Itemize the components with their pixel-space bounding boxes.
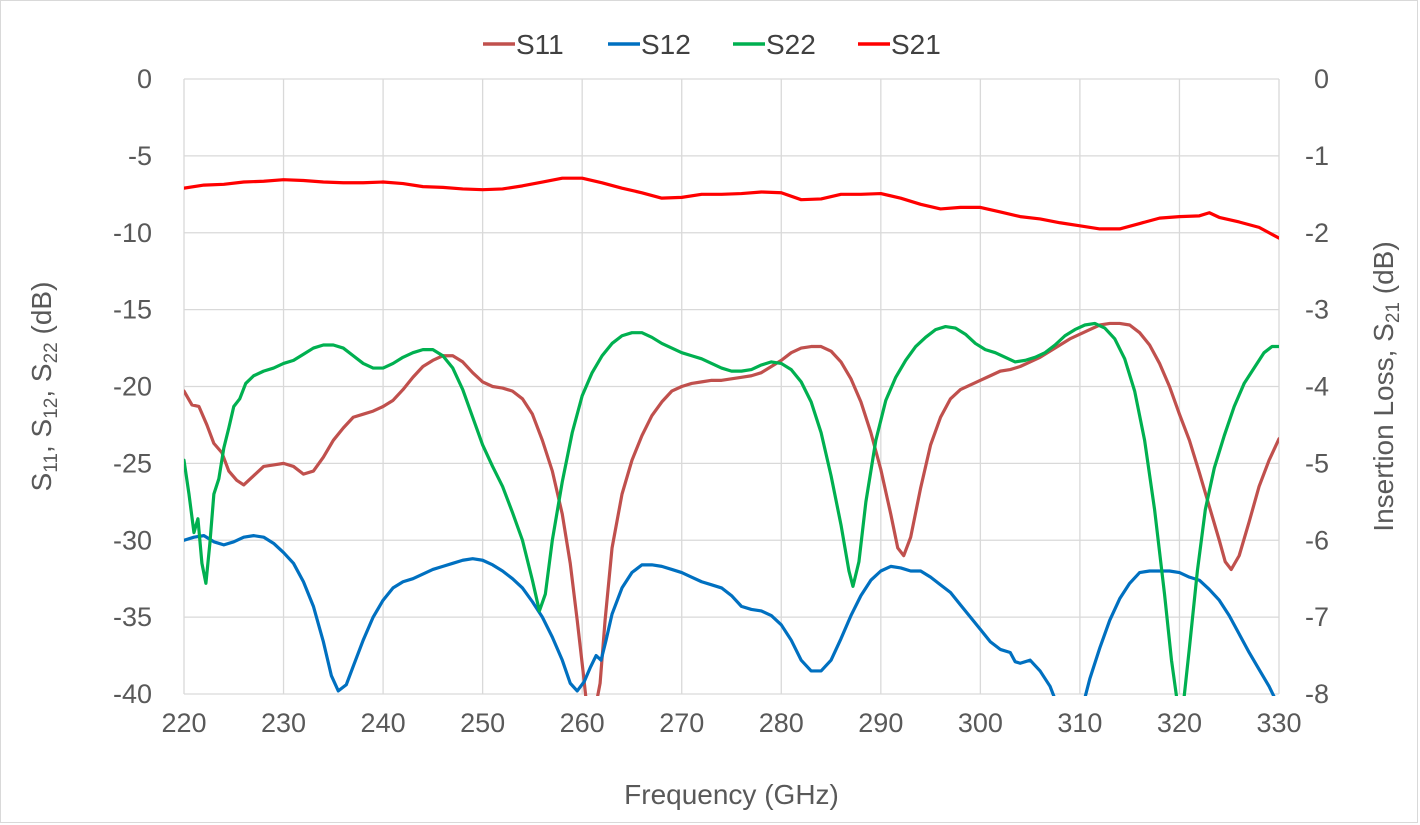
y-left-tick-label: -30	[113, 525, 152, 555]
legend-label-s21: S21	[891, 29, 941, 60]
series-line-s21	[184, 176, 1279, 240]
y-right-axis-title: Insertion Loss, S21 (dB)	[1368, 241, 1404, 531]
y-right-tick-label: -7	[1305, 602, 1329, 632]
legend-label-s12: S12	[641, 29, 691, 60]
y-right-tick-label: 0	[1314, 64, 1329, 94]
y-left-tick-label: -10	[113, 218, 152, 248]
y-left-tick-label: -35	[113, 602, 152, 632]
x-tick-label: 230	[261, 708, 306, 738]
x-tick-label: 250	[460, 708, 505, 738]
y-left-tick-label: -5	[128, 141, 152, 171]
legend: S11 S12 S22 S21	[483, 29, 941, 60]
series-line-s12	[184, 534, 1276, 696]
x-tick-label: 280	[759, 708, 804, 738]
x-tick-label: 310	[1057, 708, 1102, 738]
y-left-tick-label: 0	[137, 64, 152, 94]
series-line-s22	[184, 321, 1279, 696]
axes: 220 230 240 250 260 270 280 290 300 310 320 330 0 -5 -…	[113, 64, 1329, 738]
x-tick-label: 320	[1157, 708, 1202, 738]
y-right-tick-label: -6	[1305, 525, 1329, 555]
y-right-tick-label: -8	[1305, 679, 1329, 709]
legend-label-s22: S22	[766, 29, 816, 60]
y-right-tick-label: -2	[1305, 218, 1329, 248]
y-right-tick-label: -1	[1305, 141, 1329, 171]
legend-label-s11: S11	[516, 29, 564, 60]
x-tick-label: 220	[161, 708, 206, 738]
x-tick-label: 270	[659, 708, 704, 738]
series-line-s11	[184, 321, 1279, 696]
x-axis-title: Frequency (GHz)	[624, 779, 839, 810]
series-group	[184, 176, 1279, 696]
axis-titles: Frequency (GHz) S11, S12, S22 (dB) Inserti…	[26, 241, 1404, 810]
y-left-tick-label: -15	[113, 295, 152, 325]
y-left-tick-label: -25	[113, 448, 152, 478]
y-right-tick-label: -5	[1305, 448, 1329, 478]
y-left-tick-label: -40	[113, 679, 152, 709]
x-tick-label: 240	[361, 708, 406, 738]
x-tick-label: 330	[1256, 708, 1301, 738]
y-left-axis-title: S11, S12, S22 (dB)	[26, 282, 62, 492]
y-left-tick-label: -20	[113, 372, 152, 402]
y-right-tick-label: -3	[1305, 295, 1329, 325]
grid	[183, 78, 1280, 695]
x-tick-label: 300	[958, 708, 1003, 738]
x-tick-label: 260	[560, 708, 605, 738]
x-tick-label: 290	[858, 708, 903, 738]
y-right-tick-label: -4	[1305, 372, 1329, 402]
